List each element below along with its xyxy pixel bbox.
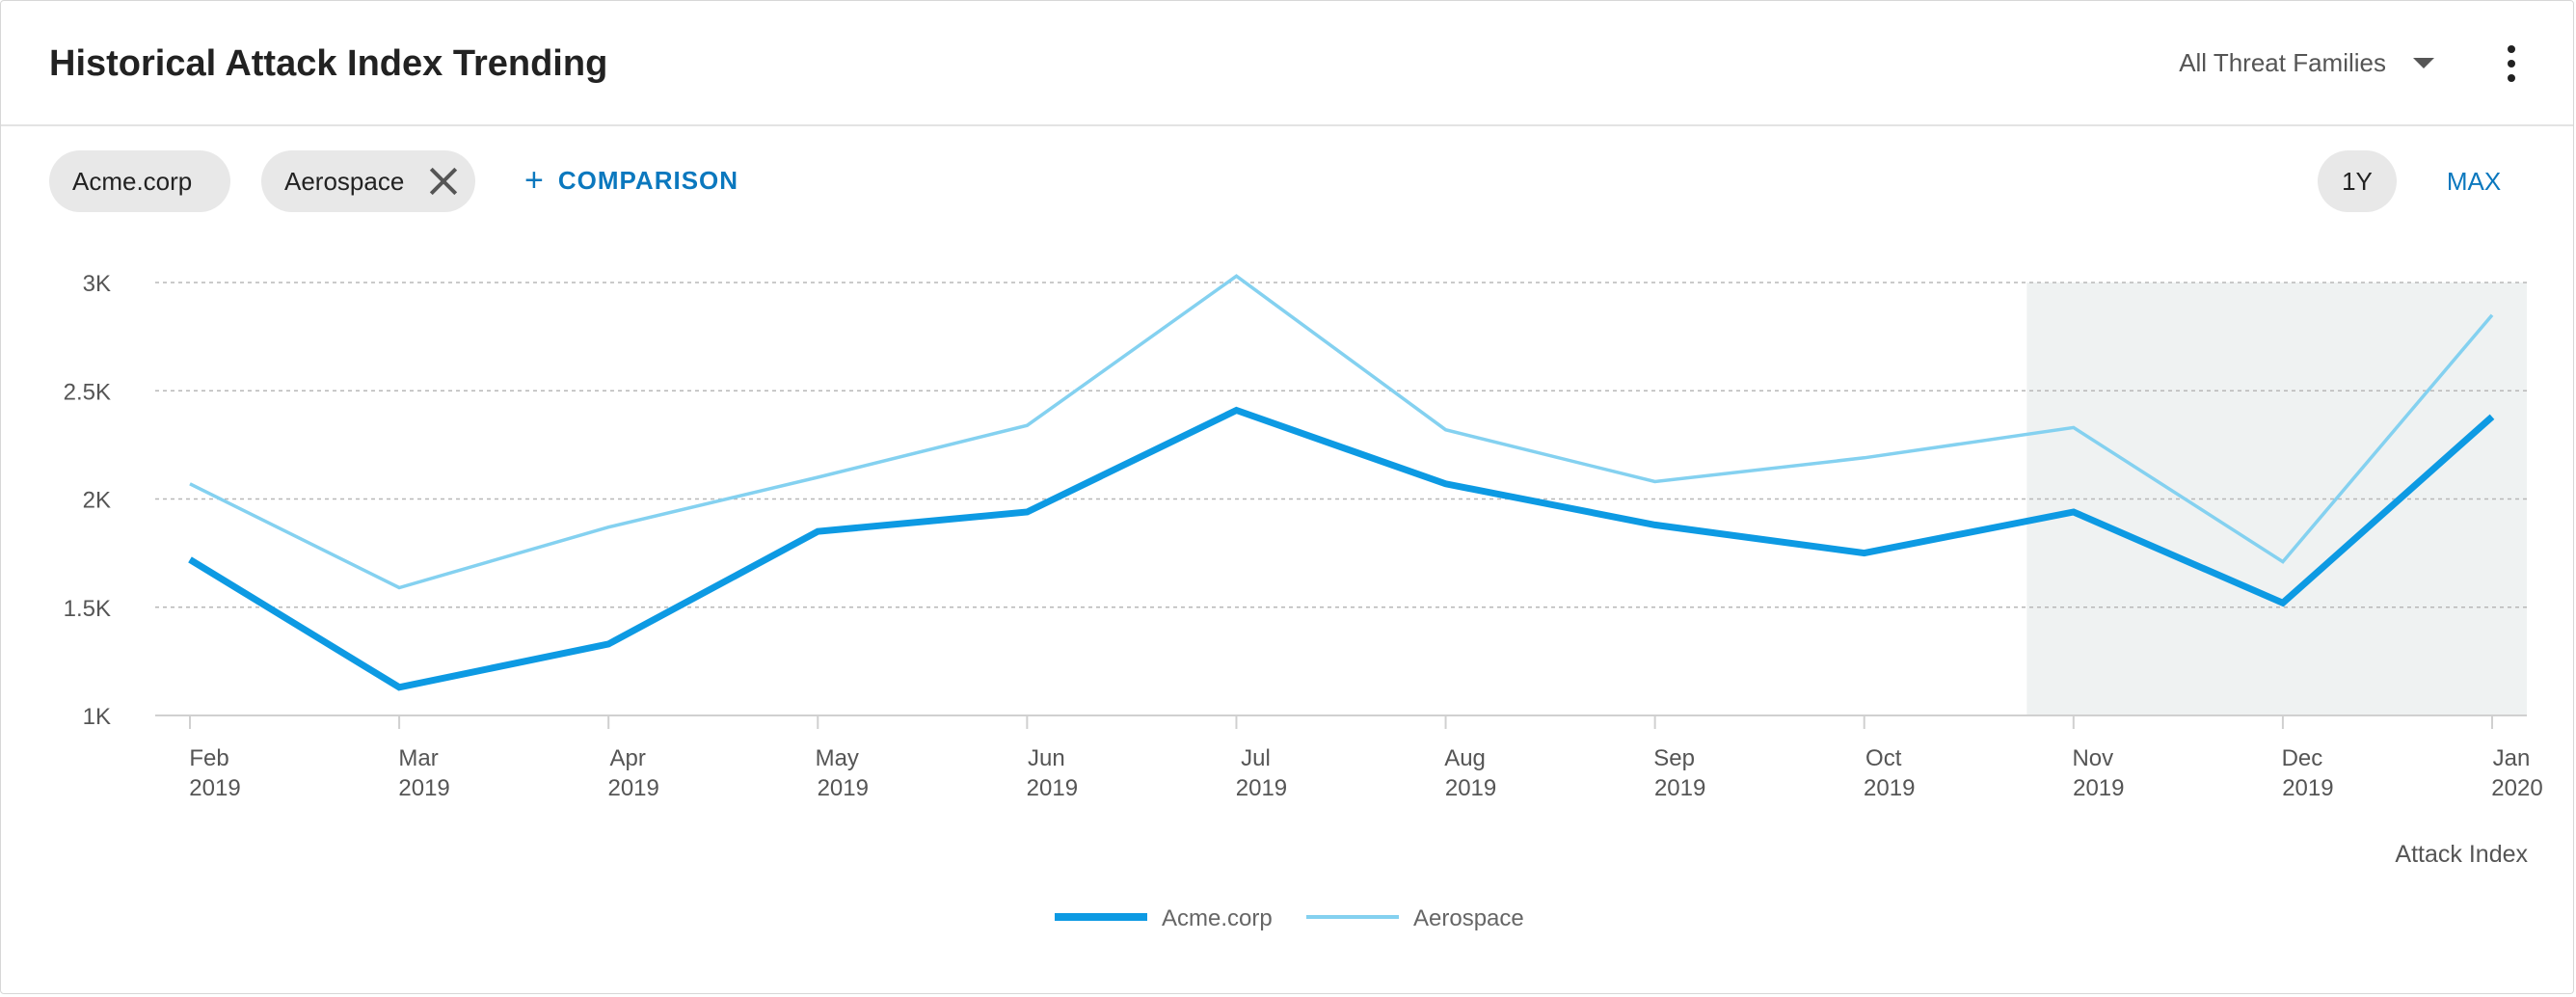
- y-tick-label: 1K: [83, 704, 111, 730]
- chip-aerospace-label: Aerospace: [284, 166, 405, 196]
- chart-title: Historical Attack Index Trending: [49, 43, 608, 84]
- add-comparison-label: COMPARISON: [557, 165, 739, 195]
- range-max-button[interactable]: MAX: [2446, 166, 2502, 196]
- card-header: Historical Attack Index Trending All Thr…: [1, 1, 2573, 126]
- legend-label-acme-corp[interactable]: Acme.corp: [1162, 905, 1273, 931]
- x-tick-label-year: 2019: [189, 775, 240, 801]
- x-tick-label-month: Oct: [1865, 745, 1902, 771]
- x-tick-label-year: 2020: [2491, 775, 2542, 801]
- series-line-acme-corp[interactable]: [188, 406, 2495, 691]
- threat-family-select[interactable]: All Threat Families: [2179, 43, 2434, 82]
- more-vertical-icon[interactable]: [2506, 45, 2517, 82]
- chip-acme-corp[interactable]: Acme.corp: [49, 150, 230, 212]
- y-tick-label: 3K: [83, 271, 111, 297]
- plus-icon: +: [524, 162, 545, 199]
- x-tick-label-year: 2019: [2073, 775, 2124, 801]
- x-tick-label-year: 2019: [1864, 775, 1915, 801]
- chip-aerospace[interactable]: Aerospace: [261, 150, 475, 212]
- x-tick-label-year: 2019: [1445, 775, 1496, 801]
- chevron-down-icon: [2413, 57, 2434, 68]
- x-tick-label-month: Aug: [1444, 745, 1486, 771]
- x-tick-label-month: Dec: [2282, 745, 2323, 771]
- threat-family-select-label: All Threat Families: [2179, 48, 2386, 77]
- x-tick-label-month: Nov: [2072, 745, 2113, 771]
- x-tick-label-month: Jan: [2493, 745, 2531, 771]
- x-tick-label-month: Jun: [1028, 745, 1065, 771]
- x-tick-label-year: 2019: [818, 775, 869, 801]
- x-tick-label-month: Sep: [1653, 745, 1695, 771]
- y-tick-label: 2.5K: [64, 379, 111, 405]
- range-1y-button[interactable]: 1Y: [2318, 150, 2397, 212]
- x-tick-label-year: 2019: [1027, 775, 1078, 801]
- x-tick-label-year: 2019: [2282, 775, 2333, 801]
- x-tick-label-year: 2019: [398, 775, 449, 801]
- x-tick-label-month: Mar: [398, 745, 438, 771]
- legend-label-aerospace[interactable]: Aerospace: [1413, 905, 1524, 931]
- x-tick-label-year: 2019: [1654, 775, 1705, 801]
- x-tick-label-month: Jul: [1241, 745, 1271, 771]
- chip-acme-corp-label: Acme.corp: [72, 166, 193, 196]
- x-tick-label-month: May: [816, 745, 859, 771]
- y-tick-label: 2K: [83, 488, 111, 514]
- x-axis-label: Attack Index: [2395, 841, 2528, 868]
- x-tick-label-month: Apr: [610, 745, 646, 771]
- x-tick-label-year: 2019: [1236, 775, 1287, 801]
- x-tick-label-year: 2019: [607, 775, 658, 801]
- y-tick-label: 1.5K: [64, 596, 111, 622]
- add-comparison-button[interactable]: + COMPARISON: [524, 161, 738, 200]
- series-line-aerospace[interactable]: [189, 274, 2494, 590]
- x-tick-label-month: Feb: [189, 745, 228, 771]
